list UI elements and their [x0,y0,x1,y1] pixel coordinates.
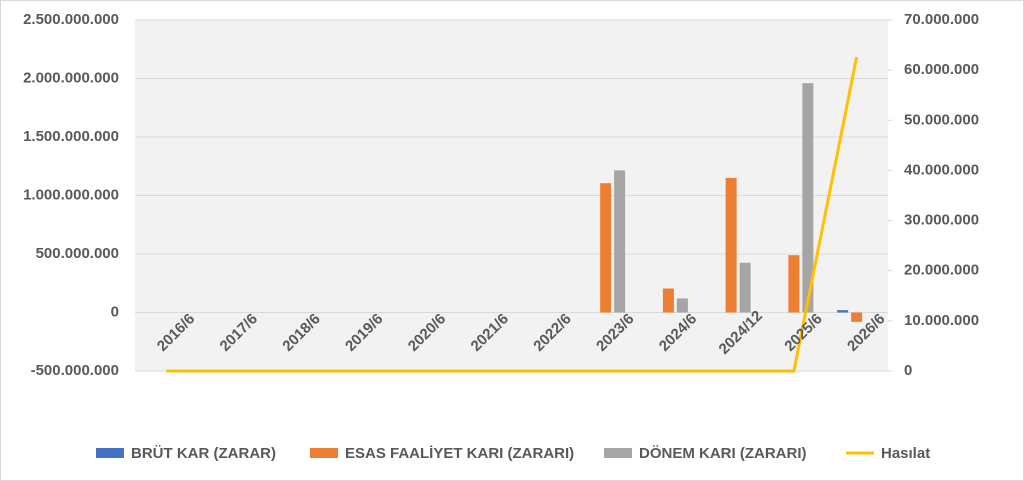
y-tick-label: 0 [111,303,119,320]
y2-tick-label: 70.000.000 [904,11,979,28]
y2-tick-label: 60.000.000 [904,61,979,78]
legend-swatch [96,448,124,458]
legend-label: BRÜT KAR (ZARAR) [131,445,276,462]
y2-tick-label: 40.000.000 [904,161,979,178]
bar [600,183,612,313]
bar [614,170,626,313]
legend-label: DÖNEM KARI (ZARARI) [639,445,806,462]
y-tick-label: -500.000.000 [31,362,119,379]
legend-label: ESAS FAALİYET KARI (ZARARI) [345,445,574,462]
bar [851,312,863,322]
bar [662,288,674,313]
legend-swatch [310,448,338,458]
y-tick-label: 1.000.000.000 [23,186,119,203]
y2-tick-label: 20.000.000 [904,262,979,279]
legend-label: Hasılat [881,445,930,462]
y-tick-label: 2.000.000.000 [23,69,119,86]
bar [788,255,800,313]
y-tick-label: 1.500.000.000 [23,128,119,145]
y2-tick-label: 10.000.000 [904,312,979,329]
bar [676,298,688,313]
y-tick-label: 2.500.000.000 [23,11,119,28]
y2-tick-label: 50.000.000 [904,111,979,128]
y2-tick-label: 0 [904,362,912,379]
bar [837,310,849,313]
bar [802,83,814,313]
y-tick-label: 500.000.000 [36,245,119,262]
bar [739,262,751,313]
line-series [166,56,859,373]
legend-swatch [604,448,632,458]
bar [725,177,737,313]
y2-tick-label: 30.000.000 [904,212,979,229]
